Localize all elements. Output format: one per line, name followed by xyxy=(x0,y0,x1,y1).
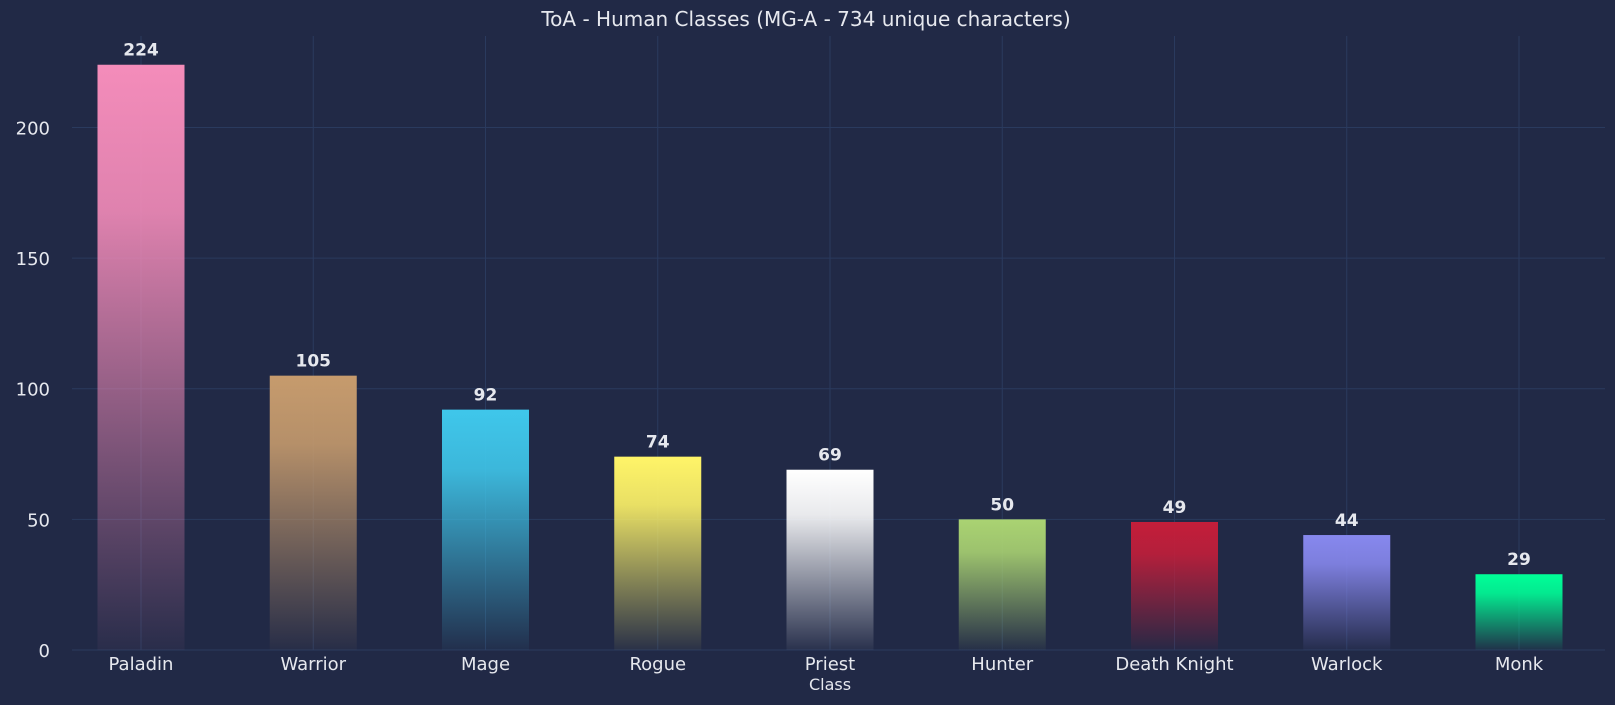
bar-hunter xyxy=(958,519,1046,650)
bar-value-label: 44 xyxy=(1335,511,1359,531)
bar-value-label: 92 xyxy=(474,386,498,406)
x-tick-label: Hunter xyxy=(971,654,1033,675)
y-tick-label: 200 xyxy=(16,118,50,139)
y-tick-label: 0 xyxy=(39,641,50,662)
bar-value-label: 69 xyxy=(818,446,842,466)
x-tick-label: Monk xyxy=(1495,654,1544,675)
y-tick-label: 100 xyxy=(16,380,50,401)
bar-paladin xyxy=(97,64,185,651)
bar-value-label: 74 xyxy=(646,433,670,453)
bar-value-label: 29 xyxy=(1507,550,1531,570)
bar-value-label: 49 xyxy=(1163,498,1187,518)
bar-warrior xyxy=(269,375,357,650)
bar-warlock xyxy=(1303,535,1391,650)
x-axis-label: Class xyxy=(809,675,851,694)
bar-rogue xyxy=(614,456,702,650)
y-tick-label: 50 xyxy=(27,510,50,531)
y-axis-ticks: 0 50 100 150 200 xyxy=(16,118,50,662)
x-tick-label: Death Knight xyxy=(1115,654,1233,675)
x-tick-label: Warrior xyxy=(280,654,346,675)
x-axis-ticks: Paladin Warrior Mage Rogue Priest Hunter Death… xyxy=(109,654,1544,675)
x-tick-label: Mage xyxy=(461,654,510,675)
bars xyxy=(97,64,1563,651)
value-labels: 224 105 92 74 69 50 49 44 29 xyxy=(123,41,1531,570)
x-tick-label: Priest xyxy=(805,654,855,675)
x-tick-label: Paladin xyxy=(109,654,174,675)
y-tick-label: 150 xyxy=(16,249,50,270)
chart-title: ToA - Human Classes (MG-A - 734 unique c… xyxy=(540,7,1070,31)
bar-mage xyxy=(442,409,529,650)
bar-priest xyxy=(786,469,874,650)
bar-value-label: 224 xyxy=(123,41,159,61)
bar-value-label: 50 xyxy=(990,495,1014,515)
x-tick-label: Warlock xyxy=(1311,654,1383,675)
bar-value-label: 105 xyxy=(296,352,332,372)
bar-death-knight xyxy=(1131,521,1218,650)
bar-monk xyxy=(1475,574,1563,650)
x-tick-label: Rogue xyxy=(629,654,686,675)
